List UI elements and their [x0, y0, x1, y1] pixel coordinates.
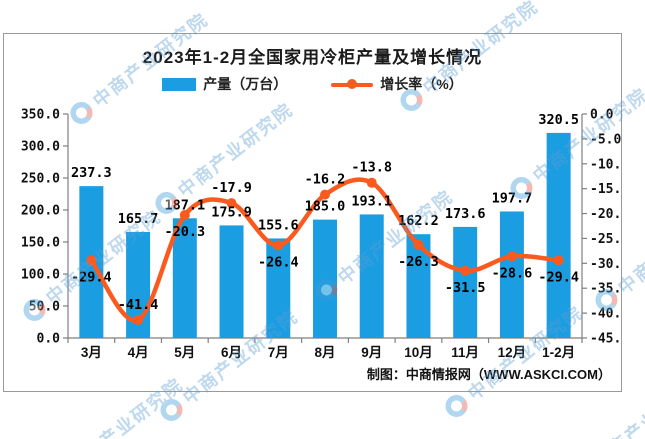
- svg-text:4月: 4月: [128, 345, 149, 360]
- svg-text:187.1: 187.1: [164, 197, 205, 213]
- svg-text:8月: 8月: [314, 345, 335, 360]
- svg-text:-25.0: -25.0: [590, 232, 621, 247]
- svg-text:250.0: 250.0: [21, 172, 60, 187]
- svg-text:-35.0: -35.0: [590, 282, 621, 297]
- credit-line: 制图：中商情报网（WWW.ASKCI.COM）: [366, 367, 611, 382]
- svg-text:-10.0: -10.0: [590, 157, 621, 172]
- svg-text:-31.5: -31.5: [445, 280, 486, 296]
- svg-text:193.1: 193.1: [351, 193, 392, 209]
- svg-text:0.0: 0.0: [590, 108, 614, 123]
- svg-text:-30.0: -30.0: [590, 257, 621, 272]
- bar: [313, 219, 337, 338]
- svg-text:0.0: 0.0: [37, 332, 61, 347]
- svg-text:3月: 3月: [81, 345, 102, 360]
- svg-text:-29.4: -29.4: [538, 269, 579, 285]
- svg-text:-13.8: -13.8: [351, 160, 392, 176]
- svg-text:185.0: 185.0: [305, 199, 346, 215]
- svg-text:150.0: 150.0: [21, 236, 60, 251]
- svg-text:5月: 5月: [174, 345, 195, 360]
- legend: 产量（万台） 增长率（%）: [4, 74, 621, 94]
- svg-text:320.5: 320.5: [538, 112, 579, 128]
- line-marker: [366, 177, 377, 188]
- svg-text:-26.4: -26.4: [258, 254, 299, 270]
- bar: [546, 132, 571, 338]
- svg-text:197.7: 197.7: [492, 190, 533, 206]
- chart-title: 2023年1-2月全国家用冷柜产量及增长情况: [142, 48, 483, 67]
- line-marker: [320, 189, 330, 200]
- svg-text:165.7: 165.7: [118, 211, 159, 227]
- bar-series: [79, 132, 571, 338]
- svg-text:-15.0: -15.0: [590, 182, 621, 197]
- chart-panel: 2023年1-2月全国家用冷柜产量及增长情况 产量（万台） 增长率（%） 350…: [3, 33, 622, 392]
- svg-text:100.0: 100.0: [21, 268, 60, 283]
- svg-text:-17.9: -17.9: [211, 180, 252, 196]
- svg-text:155.6: 155.6: [258, 217, 299, 233]
- bar: [453, 226, 478, 338]
- bar: [266, 238, 291, 338]
- svg-text:-41.4: -41.4: [118, 297, 159, 313]
- legend-label-growth: 增长率（%）: [380, 76, 463, 92]
- svg-text:-20.3: -20.3: [164, 224, 205, 240]
- svg-text:350.0: 350.0: [21, 108, 60, 123]
- line-series: [86, 177, 564, 326]
- data-labels: 237.3 165.7 187.1 175.9 155.6 185.0 193.1 162.2…: [71, 112, 579, 313]
- line-marker: [133, 315, 144, 326]
- svg-text:9月: 9月: [361, 345, 382, 360]
- line-marker-icon: [331, 78, 374, 90]
- svg-text:10月: 10月: [404, 345, 433, 360]
- bar: [406, 234, 431, 338]
- line-marker: [86, 255, 97, 266]
- svg-text:-45.0: -45.0: [590, 332, 621, 347]
- svg-text:175.9: 175.9: [211, 204, 252, 220]
- svg-text:173.6: 173.6: [445, 206, 486, 222]
- svg-text:50.0: 50.0: [29, 300, 60, 315]
- bar: [219, 225, 244, 338]
- svg-text:12月: 12月: [498, 345, 527, 360]
- legend-label-production: 产量（万台）: [203, 76, 288, 92]
- svg-text:1-2月: 1-2月: [542, 345, 575, 360]
- svg-text:-28.6: -28.6: [492, 265, 533, 281]
- line-marker: [179, 210, 190, 221]
- bar-swatch-icon: [162, 77, 197, 91]
- line-marker: [506, 251, 517, 262]
- svg-text:-16.2: -16.2: [305, 172, 346, 188]
- line-marker: [413, 239, 424, 250]
- bar: [172, 218, 197, 338]
- bar: [79, 186, 104, 338]
- svg-text:-5.0: -5.0: [590, 132, 621, 147]
- svg-text:-40.0: -40.0: [590, 307, 621, 322]
- svg-text:162.2: 162.2: [398, 213, 439, 229]
- svg-text:11月: 11月: [451, 345, 479, 360]
- legend-item-growth: 增长率（%）: [331, 74, 463, 94]
- svg-text:-26.3: -26.3: [398, 254, 439, 270]
- bar: [499, 211, 524, 338]
- line-marker: [226, 198, 237, 209]
- line-marker: [553, 255, 564, 266]
- svg-text:6月: 6月: [221, 345, 242, 360]
- watermark-logo-icon: [156, 394, 187, 426]
- line-marker: [460, 265, 471, 276]
- bar: [126, 231, 151, 338]
- svg-text:200.0: 200.0: [21, 204, 60, 219]
- svg-text:237.3: 237.3: [71, 165, 112, 181]
- svg-text:300.0: 300.0: [21, 140, 60, 155]
- watermark-logo-icon: [441, 390, 472, 422]
- axes: 350.0 300.0 250.0 200.0 150.0 100.0 50.0 0.0 0.0…: [21, 108, 621, 361]
- line-marker: [273, 240, 284, 251]
- legend-item-production: 产量（万台）: [162, 74, 287, 94]
- bar: [359, 214, 384, 338]
- svg-text:-20.0: -20.0: [590, 207, 621, 222]
- svg-text:7月: 7月: [268, 345, 289, 360]
- svg-text:-29.4: -29.4: [71, 269, 112, 285]
